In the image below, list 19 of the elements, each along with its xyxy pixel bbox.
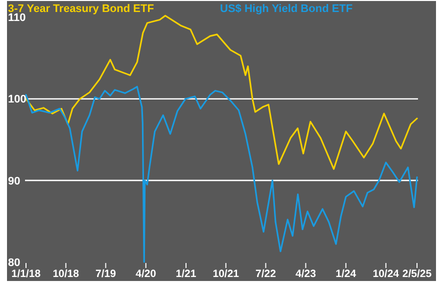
- x-tick-label: 4/20: [136, 268, 156, 280]
- x-tick-label: 10/24: [372, 268, 400, 280]
- series-label: 3-7 Year Treasury Bond ETF: [8, 3, 154, 15]
- line-series: [25, 14, 418, 170]
- x-tick-label: 1/24: [336, 268, 356, 280]
- y-tick-label: 110: [8, 12, 26, 24]
- x-tick-label: 1/1/18: [11, 268, 41, 280]
- x-tick-label: 1/21: [176, 268, 196, 280]
- x-tick-label: 10/18: [52, 268, 80, 280]
- text: US$ High Yield Bond ETF: [220, 3, 353, 15]
- x-tick-label: 2/5/25: [402, 268, 432, 280]
- x-tick-label: 7/22: [256, 268, 276, 280]
- x-tick-label: 10/21: [212, 268, 240, 280]
- x-tick-label: 4/23: [296, 268, 316, 280]
- x-tick-label: 7/19: [96, 268, 116, 280]
- y-tick-label: 80: [8, 256, 20, 269]
- y-tick-label: 90: [8, 175, 20, 188]
- line-series: [25, 86, 418, 263]
- y-tick-label: 100: [8, 94, 26, 106]
